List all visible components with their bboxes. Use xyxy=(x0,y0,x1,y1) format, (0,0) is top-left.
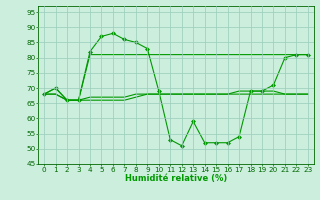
X-axis label: Humidité relative (%): Humidité relative (%) xyxy=(125,174,227,183)
